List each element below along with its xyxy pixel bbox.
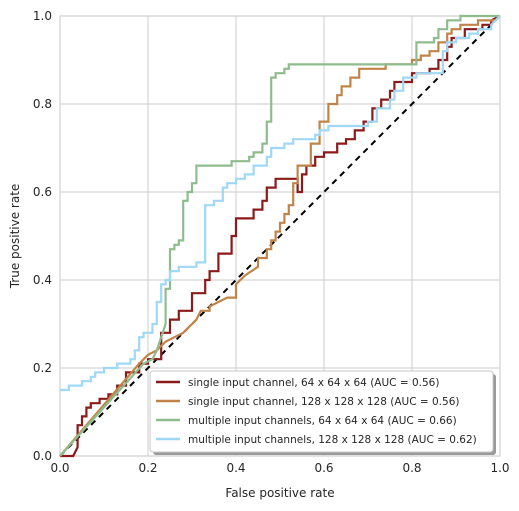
- x-tick-label: 0.4: [226, 461, 245, 475]
- y-tick-label: 0.8: [33, 97, 52, 111]
- roc-curve-series-3: [59, 14, 500, 457]
- roc-curves: [59, 14, 501, 458]
- x-tick-label: 0.2: [138, 461, 157, 475]
- y-tick-label: 0.4: [33, 273, 52, 287]
- y-tick-label: 1.0: [33, 9, 52, 23]
- y-axis-label: True positive rate: [8, 184, 22, 290]
- roc-curve-series-1: [60, 15, 501, 458]
- roc-curve-series-2: [59, 15, 501, 457]
- legend-entry-label: multiple input channels, 128 x 128 x 128…: [188, 434, 477, 446]
- legend-entry-label: single input channel, 128 x 128 x 128 (A…: [188, 396, 459, 408]
- x-tick-label: 0.6: [314, 461, 333, 475]
- legend-box: [149, 370, 494, 453]
- y-tick-label: 0.0: [33, 449, 52, 463]
- chance-reference-line: [59, 15, 501, 457]
- roc-curve-series-4: [60, 15, 501, 392]
- legend: single input channel, 64 x 64 x 64 (AUC …: [149, 370, 496, 455]
- x-tick-label: 0.8: [402, 461, 421, 475]
- y-tick-label: 0.2: [33, 361, 52, 375]
- tick-labels: 0.0 0.2 0.4 0.6 0.8 1.0 0.0 0.2 0.4 0.6 0.8 1.0: [33, 9, 510, 475]
- legend-entry-label: single input channel, 64 x 64 x 64 (AUC …: [188, 377, 439, 389]
- y-tick-label: 0.6: [33, 185, 52, 199]
- plot-frame: [59, 15, 501, 457]
- legend-entry-label: multiple input channels, 64 x 64 x 64 (A…: [188, 415, 457, 427]
- x-tick-label: 0.0: [50, 461, 69, 475]
- x-axis-label: False positive rate: [225, 486, 334, 500]
- x-tick-label: 1.0: [490, 461, 509, 475]
